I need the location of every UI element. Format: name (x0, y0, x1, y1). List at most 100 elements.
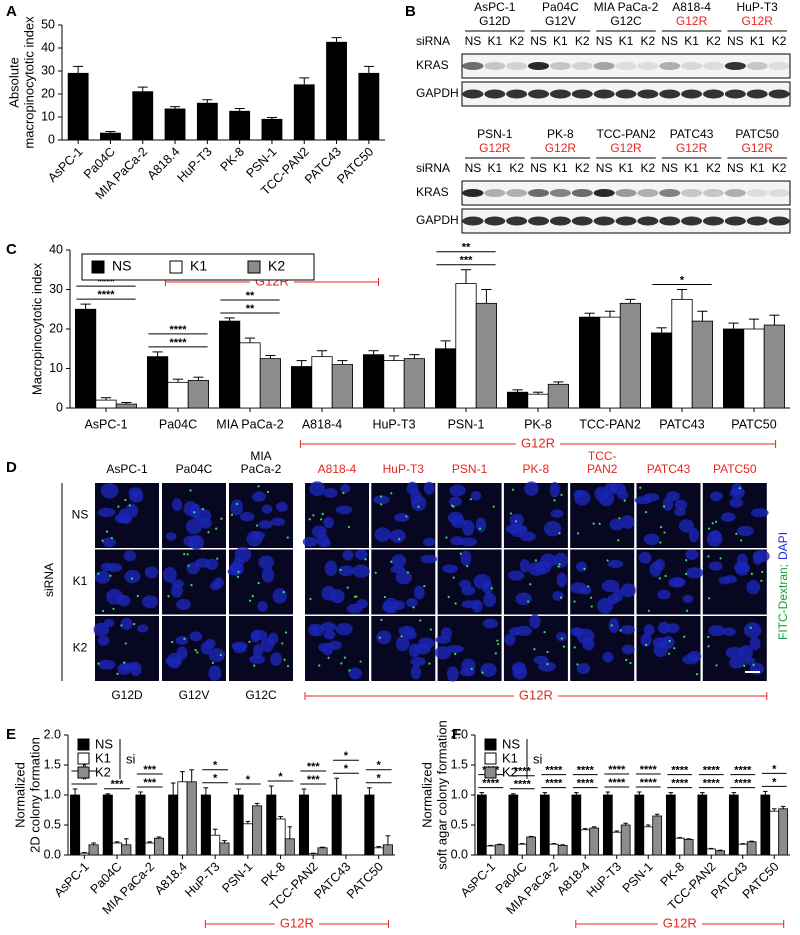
nucleus (106, 588, 124, 605)
blot-band (681, 216, 703, 226)
nucleus (643, 533, 660, 546)
nucleus (504, 633, 516, 646)
nucleus (258, 519, 273, 529)
x-tick-label: AsPC-1 (458, 860, 498, 900)
nucleus (320, 538, 331, 548)
nucleus (395, 635, 410, 652)
nucleus (170, 583, 183, 598)
nucleus (125, 503, 138, 518)
nucleus (137, 624, 149, 633)
dextran-dot (623, 499, 626, 502)
dextran-dot (478, 527, 482, 530)
nucleus (165, 532, 177, 541)
nucleus (346, 603, 363, 614)
bar (293, 84, 315, 141)
lane-label: K2 (641, 161, 656, 175)
bar (599, 316, 621, 409)
dextran-dot (230, 513, 234, 516)
dextran-dot (257, 581, 260, 585)
nucleus (594, 486, 609, 501)
dextran-dot (318, 664, 321, 667)
dextran-dot (355, 595, 358, 598)
dextran-dot (189, 489, 192, 492)
nucleus (208, 648, 225, 662)
nucleus (601, 579, 620, 593)
significance-label: **** (734, 765, 752, 777)
bar (364, 794, 375, 856)
x-tick-label: HuP-T3 (584, 860, 624, 900)
mutation: G12R (742, 141, 774, 155)
dextran-dot (707, 555, 710, 558)
mutation: G12V (545, 14, 576, 28)
nucleus (620, 624, 635, 635)
nucleus (335, 505, 353, 515)
y-tick-label: 1.5 (44, 757, 61, 771)
bar (200, 794, 211, 856)
dextran-dot (97, 662, 100, 665)
nucleus (447, 511, 464, 525)
blot-band (659, 62, 681, 70)
nucleus (524, 481, 539, 496)
lane-label: K2 (575, 34, 590, 48)
blot-band (637, 216, 659, 226)
dextran-dot (598, 522, 601, 525)
dextran-dot (760, 579, 763, 582)
bar (275, 818, 286, 856)
blot-band (702, 216, 724, 226)
significance-label: * (278, 771, 283, 783)
nucleus (383, 597, 399, 614)
nucleus (640, 633, 652, 647)
significance-label: * (344, 750, 349, 762)
dextran-dot (447, 595, 450, 598)
lane-label: K1 (619, 34, 634, 48)
y-tick-label: 30 (49, 282, 63, 296)
dextran-dot (492, 505, 495, 508)
dextran-dot (136, 594, 139, 598)
dextran-dot (120, 624, 123, 627)
nucleus (205, 558, 219, 570)
bar (196, 102, 218, 141)
legend-label: K1 (95, 750, 111, 765)
column-label: PATC43 (647, 462, 691, 476)
dextran-dot (364, 558, 367, 561)
blot-band (702, 89, 724, 99)
dextran-dot (286, 536, 289, 539)
dextran-dot (390, 560, 393, 563)
dextran-dot (429, 628, 432, 631)
y-tick-label: 40 (41, 40, 55, 54)
nucleus (509, 627, 522, 636)
y-tick-label: 20 (49, 321, 63, 335)
mutation: G12R (676, 14, 708, 28)
dextran-dot (683, 635, 686, 638)
blot-band (549, 189, 571, 197)
nucleus (239, 511, 255, 522)
bar (311, 356, 333, 409)
bar (362, 354, 385, 409)
nucleus (272, 588, 288, 604)
nucleus (434, 646, 451, 660)
y-tick-label: 0.5 (44, 817, 61, 831)
nucleus (320, 622, 337, 632)
nucleus (738, 645, 753, 661)
blot-band (724, 62, 746, 70)
dextran-dot (109, 574, 112, 577)
lane-label: K1 (684, 34, 699, 48)
legend-title: si (533, 751, 543, 766)
bar (652, 815, 663, 856)
significance-label: *** (143, 777, 157, 789)
dextran-dot (470, 667, 473, 670)
mutation: G12R (610, 141, 642, 155)
nucleus (252, 644, 263, 659)
dextran-dot (236, 502, 239, 506)
dextran-dot (346, 586, 349, 589)
nucleus (657, 621, 671, 634)
nucleus (685, 549, 699, 560)
lane-label: NS (530, 161, 547, 175)
dextran-dot (123, 661, 126, 664)
nucleus (171, 498, 183, 512)
dextran-dot (454, 652, 457, 656)
bar (580, 829, 591, 856)
dextran-dot (428, 662, 431, 665)
dextran-dot (707, 635, 710, 638)
row-label: KRAS (416, 58, 449, 72)
